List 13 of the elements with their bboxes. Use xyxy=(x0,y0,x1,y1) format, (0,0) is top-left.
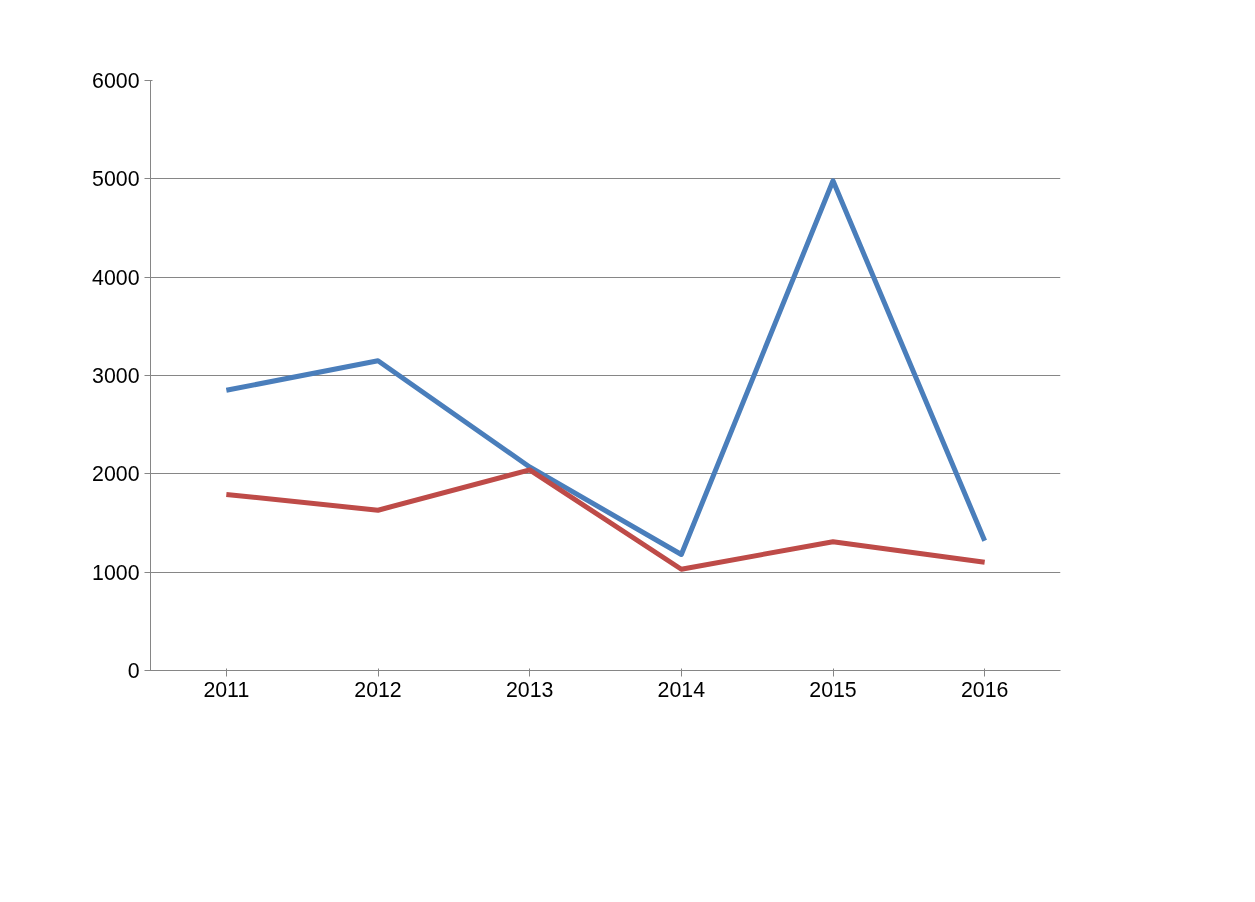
y-tick-label: 3000 xyxy=(92,364,140,388)
x-tick-label: 2015 xyxy=(809,677,857,702)
x-tick-label: 2011 xyxy=(203,677,250,702)
x-tick-label: 2013 xyxy=(505,677,554,702)
y-tick-label: 6000 xyxy=(92,69,140,93)
y-tick-label: 5000 xyxy=(92,167,140,192)
x-tick-label: 2012 xyxy=(354,677,402,702)
y-tick-label: 2000 xyxy=(92,462,140,487)
x-tick-label: 2014 xyxy=(657,677,706,702)
y-tick-label: 1000 xyxy=(92,560,140,585)
y-tick-label: 0 xyxy=(127,659,140,683)
y-tick-label: 4000 xyxy=(92,265,140,290)
x-tick-label: 2016 xyxy=(960,677,1009,702)
